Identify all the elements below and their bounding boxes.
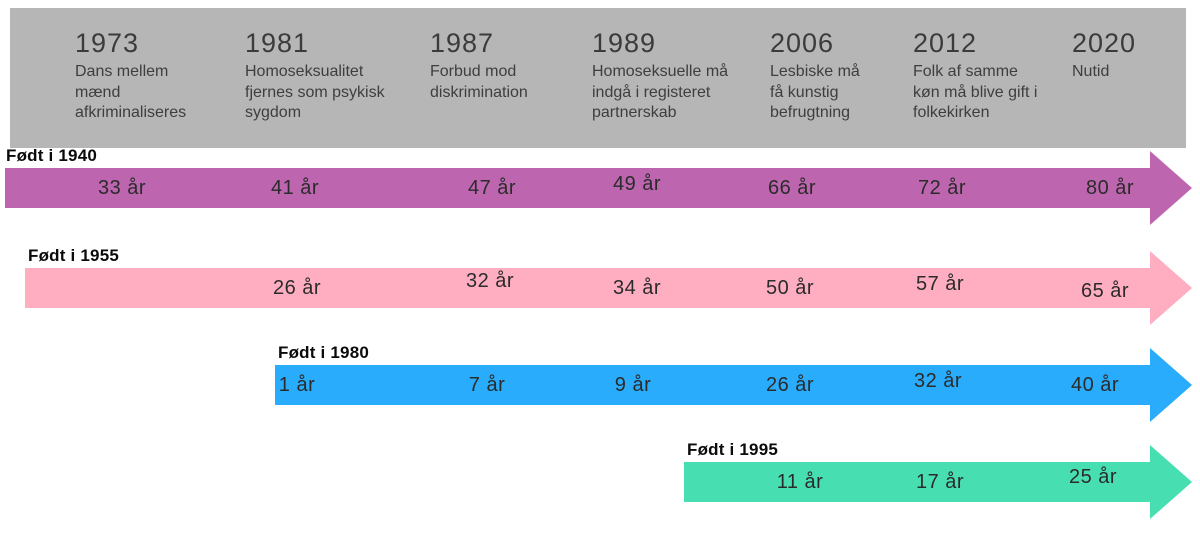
age-label: 32 år <box>913 370 963 392</box>
age-label: 66 år <box>767 177 817 199</box>
born-label-1995: Født i 1995 <box>687 440 779 459</box>
arrowhead-1995 <box>1150 445 1192 519</box>
arrowhead-1940 <box>1150 151 1192 225</box>
timeline-arrow-1940: 33 år 41 år 47 år 49 år 66 år 72 år 80 å… <box>5 168 1150 208</box>
age-label: 49 år <box>612 173 662 195</box>
milestone-year: 2020 <box>1072 28 1137 58</box>
milestone-year: 1981 <box>245 28 310 58</box>
timeline-arrow-1995: 11 år 17 år 25 år <box>684 462 1150 502</box>
milestone-year: 1987 <box>430 28 495 58</box>
timeline-arrow-1980: 1 år 7 år 9 år 26 år 32 år 40 år <box>275 365 1150 405</box>
age-label: 26 år <box>765 374 815 396</box>
milestone-2012: 2012 Folk af samme køn må blive gift i f… <box>913 28 1048 123</box>
milestone-year: 1989 <box>592 28 657 58</box>
age-label: 72 år <box>917 177 967 199</box>
milestone-2006: 2006 Lesbiske må få kunstig befrugtning <box>770 28 875 123</box>
milestone-description: Forbud mod diskrimination <box>430 63 528 101</box>
milestone-year: 2012 <box>913 28 978 58</box>
milestone-1973: 1973 Dans mellem mænd afkriminaliseres <box>75 28 205 123</box>
age-label: 50 år <box>765 277 815 299</box>
milestone-1989: 1989 Homoseksuelle må indgå i registeret… <box>592 28 742 123</box>
timeline-arrow-1955: 26 år 32 år 34 år 50 år 57 år 65 år <box>25 268 1150 308</box>
age-label: 17 år <box>915 471 965 493</box>
born-label-1980: Født i 1980 <box>278 343 370 362</box>
milestone-description: Nutid <box>1072 63 1110 81</box>
milestone-year: 1973 <box>75 28 140 58</box>
milestone-description: Homoseksualitet fjernes som psykisk sygd… <box>245 63 385 121</box>
milestone-description: Homoseksuelle må indgå i registeret part… <box>592 63 729 121</box>
age-label: 11 år <box>776 471 824 493</box>
age-label: 33 år <box>97 177 147 199</box>
age-label: 65 år <box>1080 280 1130 302</box>
arrowhead-1980 <box>1150 348 1192 422</box>
age-label: 32 år <box>465 270 515 292</box>
milestone-description: Lesbiske må få kunstig befrugtning <box>770 63 860 121</box>
milestone-description: Dans mellem mænd afkriminaliseres <box>75 63 187 121</box>
age-label: 9 år <box>614 374 652 396</box>
milestone-2020: 2020 Nutid <box>1072 28 1172 83</box>
milestones-header: 1973 Dans mellem mænd afkriminaliseres 1… <box>10 8 1186 148</box>
age-label: 7 år <box>468 374 506 396</box>
age-label: 80 år <box>1085 177 1135 199</box>
age-label: 40 år <box>1070 374 1120 396</box>
age-label: 34 år <box>612 277 662 299</box>
age-label: 1 år <box>278 374 316 396</box>
milestone-1981: 1981 Homoseksualitet fjernes som psykisk… <box>245 28 395 123</box>
age-label: 57 år <box>915 273 965 295</box>
born-label-1940: Født i 1940 <box>6 146 98 165</box>
age-label: 47 år <box>467 177 517 199</box>
age-label: 26 år <box>272 277 322 299</box>
milestone-description: Folk af samme køn må blive gift i folkek… <box>913 63 1038 121</box>
born-label-1955: Født i 1955 <box>28 246 120 265</box>
age-label: 25 år <box>1068 466 1118 488</box>
milestone-1987: 1987 Forbud mod diskrimination <box>430 28 550 103</box>
age-label: 41 år <box>270 177 320 199</box>
milestone-year: 2006 <box>770 28 835 58</box>
arrowhead-1955 <box>1150 251 1192 325</box>
